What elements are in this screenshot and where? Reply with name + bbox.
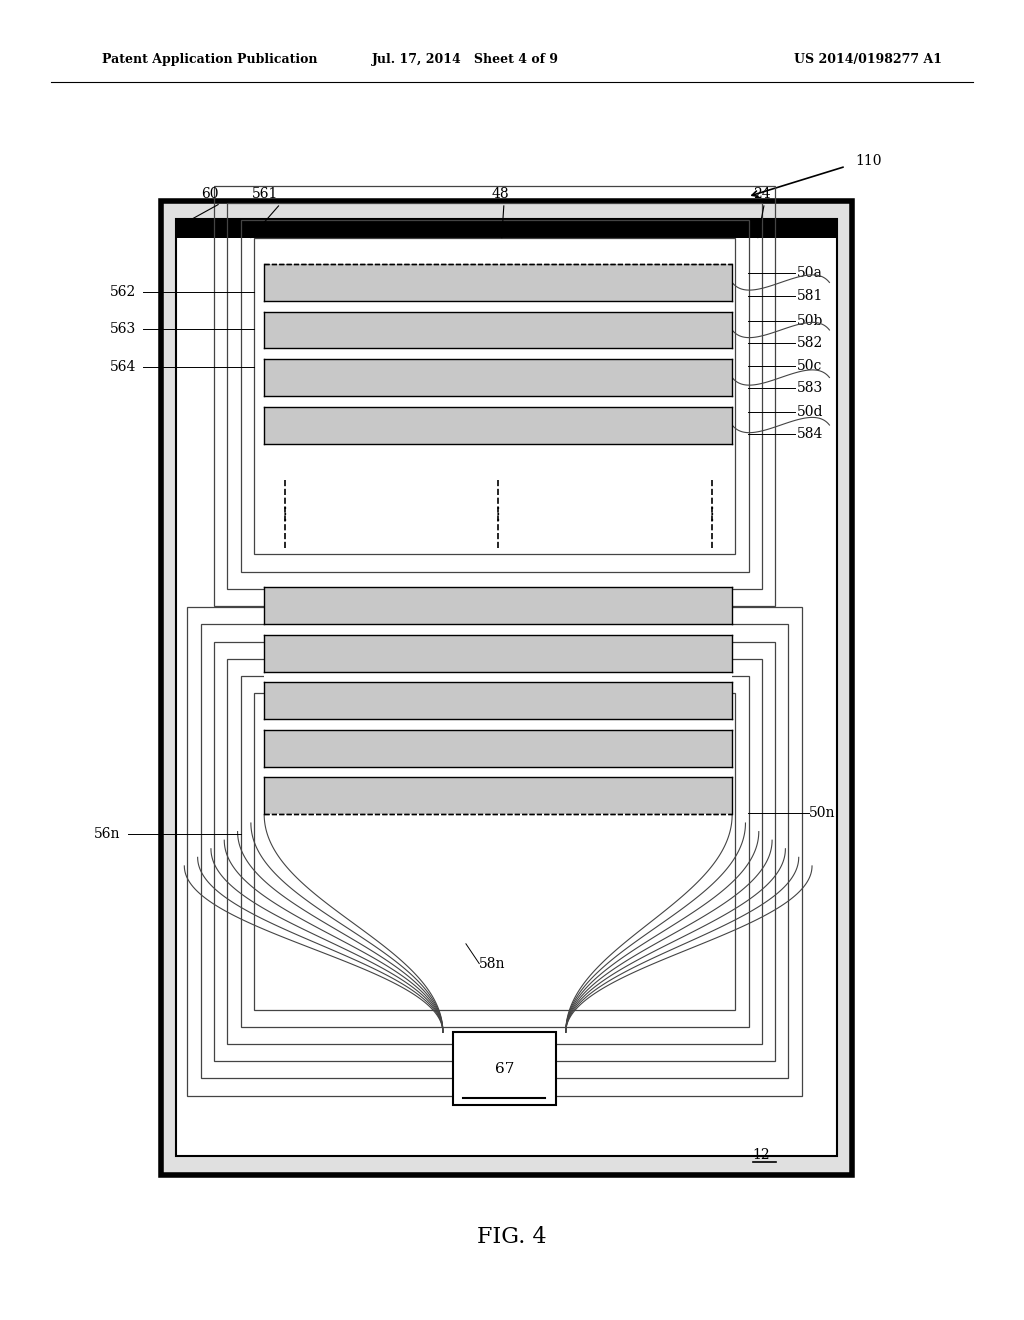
- Text: 50b: 50b: [797, 314, 823, 327]
- Bar: [214, 642, 775, 1061]
- Bar: [264, 301, 732, 312]
- Text: 12: 12: [753, 1148, 770, 1162]
- Bar: [176, 219, 837, 1156]
- Bar: [264, 682, 732, 719]
- Text: 582: 582: [797, 337, 823, 350]
- Text: 110: 110: [855, 154, 882, 168]
- Bar: [264, 777, 732, 814]
- Bar: [264, 767, 732, 777]
- Bar: [264, 264, 732, 301]
- Text: Jul. 17, 2014   Sheet 4 of 9: Jul. 17, 2014 Sheet 4 of 9: [373, 53, 559, 66]
- Text: 50d: 50d: [797, 405, 823, 418]
- Text: 581: 581: [797, 289, 823, 302]
- Text: 50c: 50c: [797, 359, 822, 372]
- Bar: [254, 693, 735, 1010]
- Text: 58n: 58n: [479, 957, 506, 970]
- Bar: [214, 186, 775, 606]
- Text: FIG. 4: FIG. 4: [477, 1226, 547, 1247]
- Bar: [227, 203, 762, 589]
- Text: 48: 48: [492, 186, 509, 201]
- Text: Patent Application Publication: Patent Application Publication: [102, 53, 317, 66]
- Bar: [264, 672, 732, 682]
- Text: ⋮: ⋮: [276, 506, 293, 523]
- Text: ⋮: ⋮: [703, 506, 720, 523]
- Bar: [241, 676, 749, 1027]
- Bar: [176, 219, 837, 238]
- Text: 584: 584: [797, 428, 823, 441]
- Bar: [161, 201, 852, 1175]
- Text: 564: 564: [110, 360, 136, 374]
- Bar: [264, 359, 732, 396]
- Bar: [254, 238, 735, 554]
- Bar: [201, 624, 788, 1078]
- Text: 50n: 50n: [809, 807, 836, 820]
- Bar: [264, 719, 732, 730]
- Bar: [264, 407, 732, 444]
- Bar: [227, 659, 762, 1044]
- Bar: [264, 312, 732, 348]
- Bar: [264, 444, 732, 454]
- Text: US 2014/0198277 A1: US 2014/0198277 A1: [794, 53, 942, 66]
- Text: 50a: 50a: [797, 267, 822, 280]
- Bar: [187, 607, 802, 1096]
- Bar: [264, 587, 732, 624]
- Bar: [264, 730, 732, 767]
- Text: 56n: 56n: [94, 828, 121, 841]
- Text: 561: 561: [252, 186, 279, 201]
- Text: ⋮: ⋮: [489, 506, 507, 523]
- Bar: [264, 396, 732, 407]
- Bar: [453, 1032, 555, 1105]
- Text: 563: 563: [110, 322, 136, 335]
- Bar: [264, 348, 732, 359]
- Text: 562: 562: [110, 285, 136, 298]
- Bar: [241, 220, 749, 572]
- Bar: [264, 624, 732, 635]
- Text: 24: 24: [753, 186, 770, 201]
- Text: 67: 67: [495, 1061, 514, 1076]
- Text: 60: 60: [201, 186, 218, 201]
- Text: 583: 583: [797, 381, 823, 395]
- Bar: [264, 635, 732, 672]
